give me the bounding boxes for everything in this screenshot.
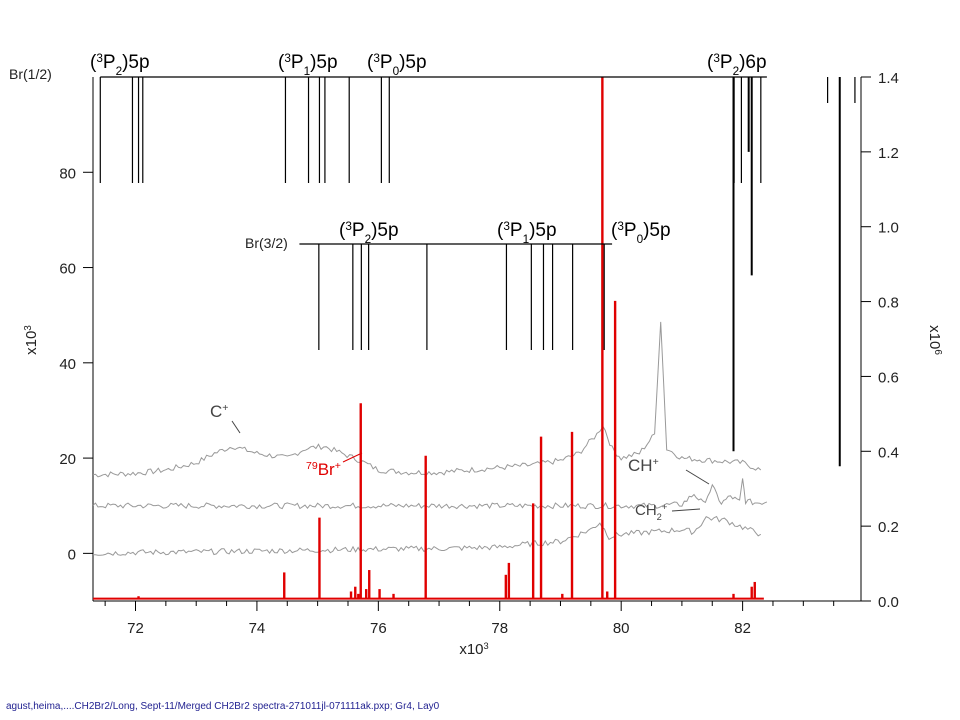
right-tick-label: 1.0	[878, 220, 899, 237]
x-axis-label: x103	[459, 641, 488, 658]
right-tick-label: 0.6	[878, 369, 899, 386]
x-tick-label: 82	[734, 620, 751, 637]
left-tick-label: 40	[59, 356, 76, 373]
br-half-group-p2-5p: (3P2)5p	[90, 52, 150, 78]
left-tick-label: 20	[59, 451, 76, 468]
left-axis-label-text: x103	[23, 325, 41, 355]
label-ch-plus: CH+	[628, 456, 659, 475]
br-half-label: Br(1/2)	[9, 66, 52, 82]
br-three-half-group-p2-5p: (3P2)5p	[339, 220, 399, 246]
label-79br-leader	[342, 452, 363, 463]
spectrum-chart: 0 20 40 60 80 x103 72 74 76 78 80 82 x103 0.0 0.2 0.4 0.…	[9, 52, 944, 659]
label-ch2-plus: CH2+	[635, 502, 667, 522]
left-tick-label: 0	[68, 546, 76, 563]
left-tick-label: 60	[59, 261, 76, 278]
right-tick-label: 0.4	[878, 444, 899, 461]
label-79br-plus: 79Br+	[306, 460, 341, 479]
right-axis-label: x106	[926, 325, 944, 355]
footer-caption: agust,heima,....CH2Br2/Long, Sept-11/Mer…	[6, 701, 440, 712]
x-tick-label: 78	[491, 620, 508, 637]
x-tick-label: 80	[613, 620, 630, 637]
br-three-half-group-p0-5p: (3P0)5p	[611, 220, 671, 246]
series-ch--line	[92, 478, 768, 510]
label-c-plus-leader	[231, 420, 241, 434]
right-tick-label: 1.2	[878, 145, 899, 162]
series-ch2--line	[93, 515, 762, 556]
x-tick-label: 76	[370, 620, 387, 637]
right-tick-label: 0.2	[878, 519, 899, 536]
label-c-plus: C+	[210, 402, 228, 421]
x-tick-label: 74	[249, 620, 266, 637]
br-three-half-group-p1-5p: (3P1)5p	[497, 220, 557, 246]
left-axis-label: x103	[23, 325, 41, 355]
right-tick-label: 0.0	[878, 594, 899, 611]
right-tick-label: 1.4	[878, 70, 899, 87]
left-tick-label: 80	[59, 165, 76, 182]
label-ch-plus-leader	[685, 469, 710, 485]
right-axis-label-text: x106	[926, 325, 944, 355]
br-half-group-p2-6p: (3P2)6p	[707, 52, 767, 78]
br-half-group-p0-5p: (3P0)5p	[367, 52, 427, 78]
br-half-group-p1-5p: (3P1)5p	[278, 52, 338, 78]
x-tick-label: 72	[127, 620, 144, 637]
right-tick-label: 0.8	[878, 295, 899, 312]
br-three-half-label: Br(3/2)	[245, 235, 288, 251]
label-ch2-plus-leader	[671, 508, 701, 512]
